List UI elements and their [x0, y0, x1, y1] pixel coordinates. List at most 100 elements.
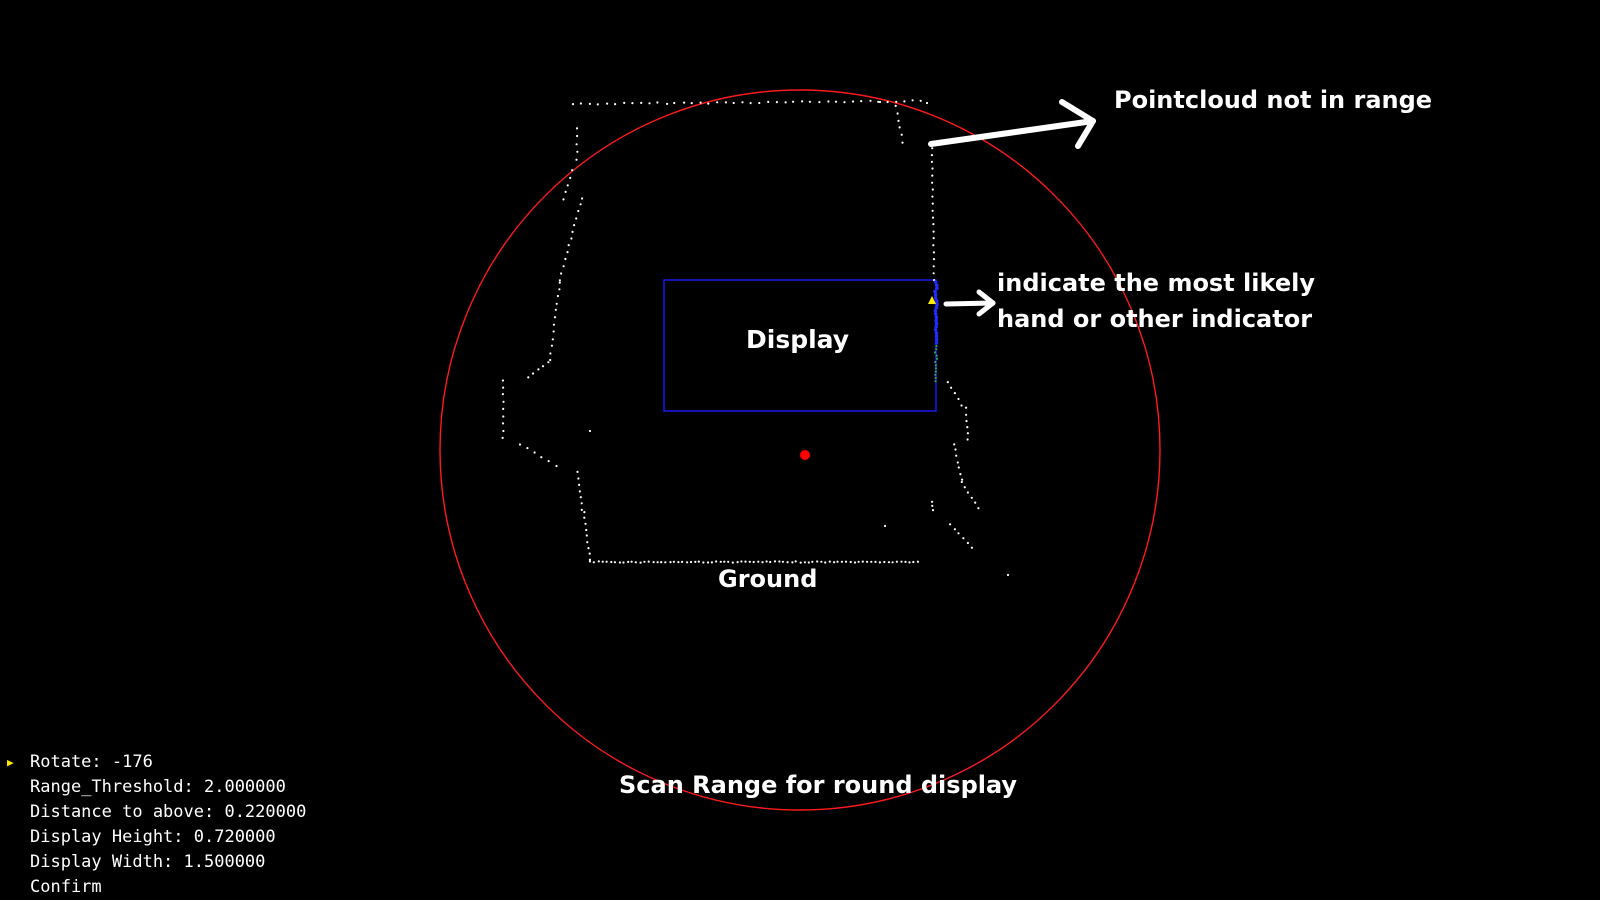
point	[554, 308, 557, 311]
point	[656, 101, 659, 104]
point	[694, 560, 697, 564]
point	[622, 561, 625, 564]
point	[811, 560, 814, 563]
point	[666, 102, 669, 105]
point	[585, 534, 588, 537]
point	[931, 167, 934, 170]
point	[758, 101, 761, 105]
point	[773, 560, 777, 563]
point	[757, 560, 760, 563]
point	[887, 561, 891, 564]
point	[570, 237, 573, 240]
point	[588, 102, 592, 105]
point	[660, 561, 663, 564]
point	[974, 501, 977, 504]
point	[883, 524, 887, 528]
point	[586, 541, 589, 544]
point	[576, 134, 579, 138]
point	[537, 368, 540, 371]
menu-item-display-height[interactable]: ▶ Display Height: 0.720000	[0, 825, 360, 850]
point	[932, 230, 935, 233]
point	[571, 169, 574, 172]
point	[583, 516, 586, 519]
point	[932, 258, 936, 261]
menu-item-rotate[interactable]: ▶ Rotate: -176	[0, 750, 360, 775]
point	[916, 560, 920, 563]
menu-item-range-threshold[interactable]: ▶ Range_Threshold: 2.000000	[0, 775, 360, 800]
indicator-point	[933, 296, 938, 300]
menu-item-label: Display Height: 0.720000	[30, 827, 276, 847]
point	[576, 470, 579, 473]
point	[502, 386, 505, 389]
point	[588, 552, 591, 555]
point	[518, 443, 522, 446]
point	[932, 223, 935, 226]
menu-item-confirm[interactable]: ▶ Confirm	[0, 875, 360, 900]
point	[891, 561, 894, 564]
point	[897, 119, 900, 122]
indicator-point	[934, 305, 939, 310]
point	[778, 560, 781, 563]
point	[549, 358, 552, 362]
indicator-annotation-line2: hand or other indicator	[997, 305, 1313, 333]
indicator-point	[935, 302, 939, 307]
point	[502, 400, 505, 403]
point	[547, 361, 550, 364]
point	[874, 560, 877, 564]
point	[558, 279, 562, 282]
point	[652, 561, 655, 564]
indicator-point	[934, 331, 939, 336]
point	[552, 323, 556, 326]
point	[853, 561, 857, 564]
point	[605, 560, 608, 563]
point	[966, 491, 970, 494]
point	[957, 397, 960, 401]
point	[673, 101, 676, 105]
pointcloud	[501, 99, 1010, 577]
point	[807, 561, 810, 564]
point	[562, 198, 565, 201]
point	[562, 265, 565, 268]
point	[501, 379, 505, 382]
point	[566, 251, 569, 254]
menu-cursor-icon: ▶	[7, 756, 14, 769]
point	[903, 100, 906, 103]
indicator-point	[934, 299, 939, 304]
point	[719, 560, 722, 563]
point	[861, 560, 864, 563]
point	[552, 330, 555, 333]
point	[749, 102, 752, 105]
indicator-point	[934, 376, 937, 380]
point	[866, 560, 869, 563]
indicator-point	[933, 309, 938, 313]
point	[932, 265, 935, 268]
point	[741, 101, 744, 104]
point	[895, 560, 899, 563]
point	[710, 561, 714, 564]
indicator-point	[935, 286, 939, 291]
menu-item-label: Distance to above: 0.220000	[30, 802, 307, 822]
point	[555, 464, 558, 468]
point	[769, 560, 772, 564]
menu-item-display-width[interactable]: ▶ Display Width: 1.500000	[0, 850, 360, 875]
point	[957, 532, 960, 535]
indicator-point	[934, 370, 937, 373]
indicator-point	[934, 337, 939, 342]
point	[583, 510, 586, 514]
point	[803, 561, 807, 564]
point	[953, 392, 957, 395]
menu-item-distance-to-above[interactable]: ▶ Distance to above: 0.220000	[0, 800, 360, 825]
point	[851, 100, 855, 103]
point	[843, 101, 846, 104]
point	[560, 272, 563, 275]
indicator-point	[934, 325, 938, 329]
point	[690, 102, 693, 105]
indicator-point	[934, 364, 938, 367]
point	[950, 386, 953, 389]
point	[618, 561, 622, 564]
point	[677, 561, 680, 564]
point	[631, 102, 634, 105]
point	[683, 101, 686, 104]
ground-label: Ground	[718, 565, 818, 593]
pointcloud-annotation: Pointcloud not in range	[1114, 86, 1433, 114]
